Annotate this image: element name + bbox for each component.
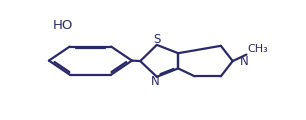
Text: CH₃: CH₃ <box>248 44 268 54</box>
Text: N: N <box>240 55 248 68</box>
Text: N: N <box>151 75 160 88</box>
Text: S: S <box>153 33 161 46</box>
Text: HO: HO <box>53 18 73 32</box>
